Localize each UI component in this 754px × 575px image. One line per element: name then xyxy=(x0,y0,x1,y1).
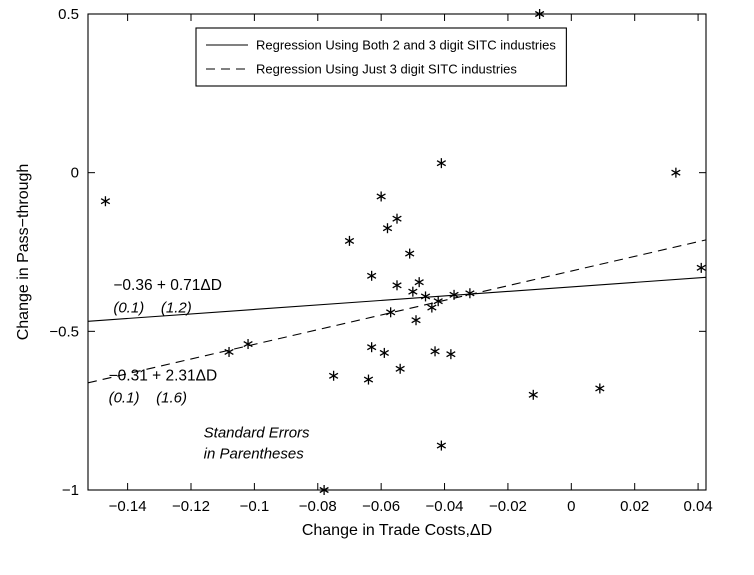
legend: Regression Using Both 2 and 3 digit SITC… xyxy=(195,27,567,87)
scatter-point xyxy=(446,349,456,360)
x-tick-label: −0.12 xyxy=(172,498,210,515)
x-tick-label: −0.14 xyxy=(109,498,147,515)
asterisk-marker-stroke xyxy=(376,193,386,200)
scatter-point xyxy=(328,370,339,381)
annotation-text: (0.1) (1.2) xyxy=(113,299,191,316)
asterisk-marker-stroke xyxy=(392,282,402,289)
scatter-point xyxy=(386,307,396,318)
scatter-point xyxy=(414,277,424,288)
asterisk-marker-stroke xyxy=(465,290,475,297)
scatter-point xyxy=(436,158,447,169)
asterisk-marker-stroke xyxy=(420,293,431,300)
scatter-point xyxy=(436,440,447,451)
asterisk-marker-stroke xyxy=(344,237,355,244)
annotation-text: Standard Errors xyxy=(204,425,310,442)
scatter-point xyxy=(420,291,431,302)
asterisk-marker-stroke xyxy=(224,348,234,356)
x-tick-label: 0.02 xyxy=(620,498,649,515)
y-tick-label: −1 xyxy=(62,482,79,499)
asterisk-marker-stroke xyxy=(386,309,396,316)
asterisk-marker-stroke xyxy=(100,198,111,205)
axes-box xyxy=(87,13,707,491)
scatter-point xyxy=(366,342,377,353)
asterisk-marker-stroke xyxy=(671,169,681,176)
scatter-point xyxy=(411,315,421,326)
scatter-point xyxy=(382,223,393,234)
asterisk-marker-stroke xyxy=(449,291,459,298)
x-tick-label: −0.1 xyxy=(240,498,270,515)
y-tick-label: −0.5 xyxy=(49,323,79,340)
scatter-point xyxy=(392,280,402,291)
scatter-point xyxy=(433,296,443,307)
scatter-point xyxy=(449,289,459,300)
x-axis-label: Change in Trade Costs,ΔD xyxy=(302,522,492,539)
annotation-text: (0.1) (1.6) xyxy=(109,390,187,407)
asterisk-marker-stroke xyxy=(366,344,377,351)
scatter-point xyxy=(671,167,681,178)
scatter-point xyxy=(430,346,440,357)
x-tick-label: −0.04 xyxy=(426,498,464,515)
annotation-text: in Parentheses xyxy=(204,445,305,462)
asterisk-marker-stroke xyxy=(436,160,447,167)
asterisk-marker-stroke xyxy=(595,385,605,392)
annotation-text: −0.31 + 2.31ΔD xyxy=(109,368,218,385)
asterisk-marker-stroke xyxy=(446,351,456,358)
asterisk-marker-stroke xyxy=(696,264,706,271)
scatter-point xyxy=(405,248,415,259)
x-tick-label: −0.08 xyxy=(299,498,337,515)
legend-box xyxy=(195,27,567,87)
asterisk-marker-stroke xyxy=(382,225,393,232)
asterisk-marker-stroke xyxy=(328,372,339,379)
legend-label: Regression Using Both 2 and 3 digit SITC… xyxy=(256,38,556,53)
asterisk-marker-stroke xyxy=(411,317,421,324)
asterisk-marker-stroke xyxy=(433,298,443,305)
asterisk-marker-stroke xyxy=(366,272,377,279)
asterisk-marker-stroke xyxy=(528,391,538,398)
scatter-point xyxy=(528,389,538,400)
y-tick-label: 0.5 xyxy=(58,6,79,23)
scatter-point xyxy=(696,262,706,273)
scatter-point xyxy=(363,374,374,385)
scatter-point xyxy=(344,235,355,246)
asterisk-marker-stroke xyxy=(395,365,405,372)
scatter-point xyxy=(366,270,377,281)
asterisk-marker-stroke xyxy=(430,348,440,355)
asterisk-marker-stroke xyxy=(363,376,374,383)
regression-line-both-2-and-3-digit xyxy=(87,276,707,322)
y-axis-label: Change in Pass−through xyxy=(15,164,32,341)
x-tick-label: 0 xyxy=(567,498,575,515)
scatter-point xyxy=(395,363,405,374)
x-tick-label: −0.02 xyxy=(489,498,527,515)
y-tick-label: 0 xyxy=(71,165,79,182)
asterisk-marker-stroke xyxy=(427,304,437,311)
scatter-point xyxy=(100,196,111,207)
asterisk-marker-stroke xyxy=(243,340,253,348)
x-tick-label: 0.04 xyxy=(683,498,712,515)
asterisk-marker-stroke xyxy=(414,279,424,286)
x-tick-label: −0.06 xyxy=(362,498,400,515)
asterisk-marker-stroke xyxy=(436,442,447,449)
scatter-point xyxy=(408,286,418,297)
annotation-text: −0.36 + 0.71ΔD xyxy=(113,277,222,294)
regression-line-just-3-digit xyxy=(87,239,707,384)
asterisk-marker-stroke xyxy=(405,250,415,257)
asterisk-marker-stroke xyxy=(408,288,418,295)
scatter-point xyxy=(243,339,253,350)
asterisk-marker-stroke xyxy=(379,349,389,356)
scatter-point xyxy=(465,288,475,299)
asterisk-marker-stroke xyxy=(392,215,402,222)
scatter-point xyxy=(376,191,386,202)
scatter-point xyxy=(427,302,437,313)
scatter-point xyxy=(379,347,389,358)
scatter-point xyxy=(595,383,605,394)
legend-label: Regression Using Just 3 digit SITC indus… xyxy=(256,62,517,77)
scatter-point xyxy=(392,213,402,224)
scatter-point xyxy=(224,346,234,357)
